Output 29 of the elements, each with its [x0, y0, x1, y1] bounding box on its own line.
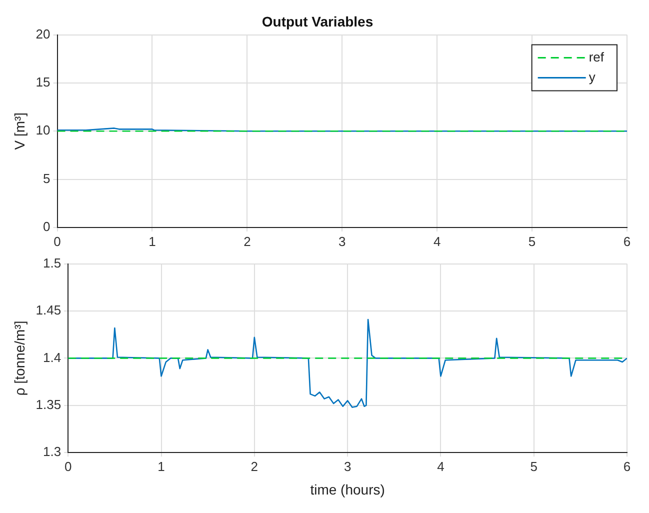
x-tick-label: 0	[64, 458, 72, 474]
y-axis-title: V [m³]	[11, 112, 28, 150]
chart-title: Output Variables	[262, 13, 374, 30]
y-axis-title: ρ [tonne/m³]	[11, 320, 28, 396]
x-tick-label: 5	[530, 458, 538, 474]
x-tick-label: 1	[158, 458, 165, 474]
x-tick-label: 3	[338, 234, 346, 249]
x-tick-label: 2	[244, 234, 251, 249]
y-tick-label: 1.5	[43, 255, 62, 270]
legend-label: ref	[588, 49, 604, 64]
y-tick-label: 1.45	[36, 302, 62, 318]
y-tick-label: 1.3	[43, 444, 62, 460]
legend-label: y	[588, 69, 596, 84]
x-tick-label: 4	[433, 234, 441, 249]
x-tick-label: 2	[250, 458, 258, 474]
y-tick-label: 0	[43, 218, 50, 234]
x-axis-title: time (hours)	[310, 481, 385, 498]
y-tick-label: 10	[36, 122, 50, 138]
x-tick-label: 6	[623, 458, 631, 474]
x-tick-label: 6	[623, 234, 631, 249]
x-tick-label: 3	[344, 458, 352, 474]
y-tick-label: 20	[36, 26, 50, 42]
x-tick-label: 5	[528, 234, 536, 249]
y-tick-label: 1.35	[36, 396, 62, 412]
y-tick-label: 5	[43, 170, 50, 186]
y-tick-label: 1.4	[43, 350, 62, 365]
y-tick-label: 15	[36, 74, 50, 90]
x-tick-label: 1	[148, 234, 156, 249]
x-tick-label: 4	[437, 458, 444, 474]
